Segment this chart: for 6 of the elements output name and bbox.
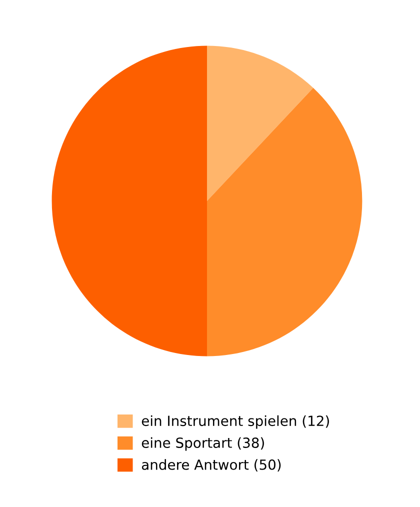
pie-slice <box>207 88 362 356</box>
legend-label: ein Instrument spielen (12) <box>142 415 329 429</box>
legend-label: andere Antwort (50) <box>142 459 281 472</box>
pie-slice <box>52 46 207 356</box>
pie-slice <box>207 46 314 201</box>
legend-label: eine Sportart (38) <box>142 437 264 451</box>
